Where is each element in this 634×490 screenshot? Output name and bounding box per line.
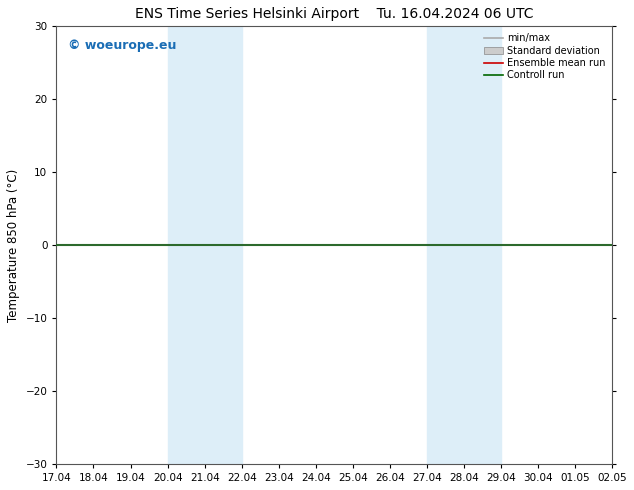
Text: © woeurope.eu: © woeurope.eu: [67, 39, 176, 52]
Bar: [167, 26, 242, 464]
Y-axis label: Temperature 850 hPa (°C): Temperature 850 hPa (°C): [7, 169, 20, 322]
Legend: min/max, Standard deviation, Ensemble mean run, Controll run: min/max, Standard deviation, Ensemble me…: [482, 31, 607, 82]
Bar: [427, 26, 501, 464]
Title: ENS Time Series Helsinki Airport    Tu. 16.04.2024 06 UTC: ENS Time Series Helsinki Airport Tu. 16.…: [135, 7, 534, 21]
